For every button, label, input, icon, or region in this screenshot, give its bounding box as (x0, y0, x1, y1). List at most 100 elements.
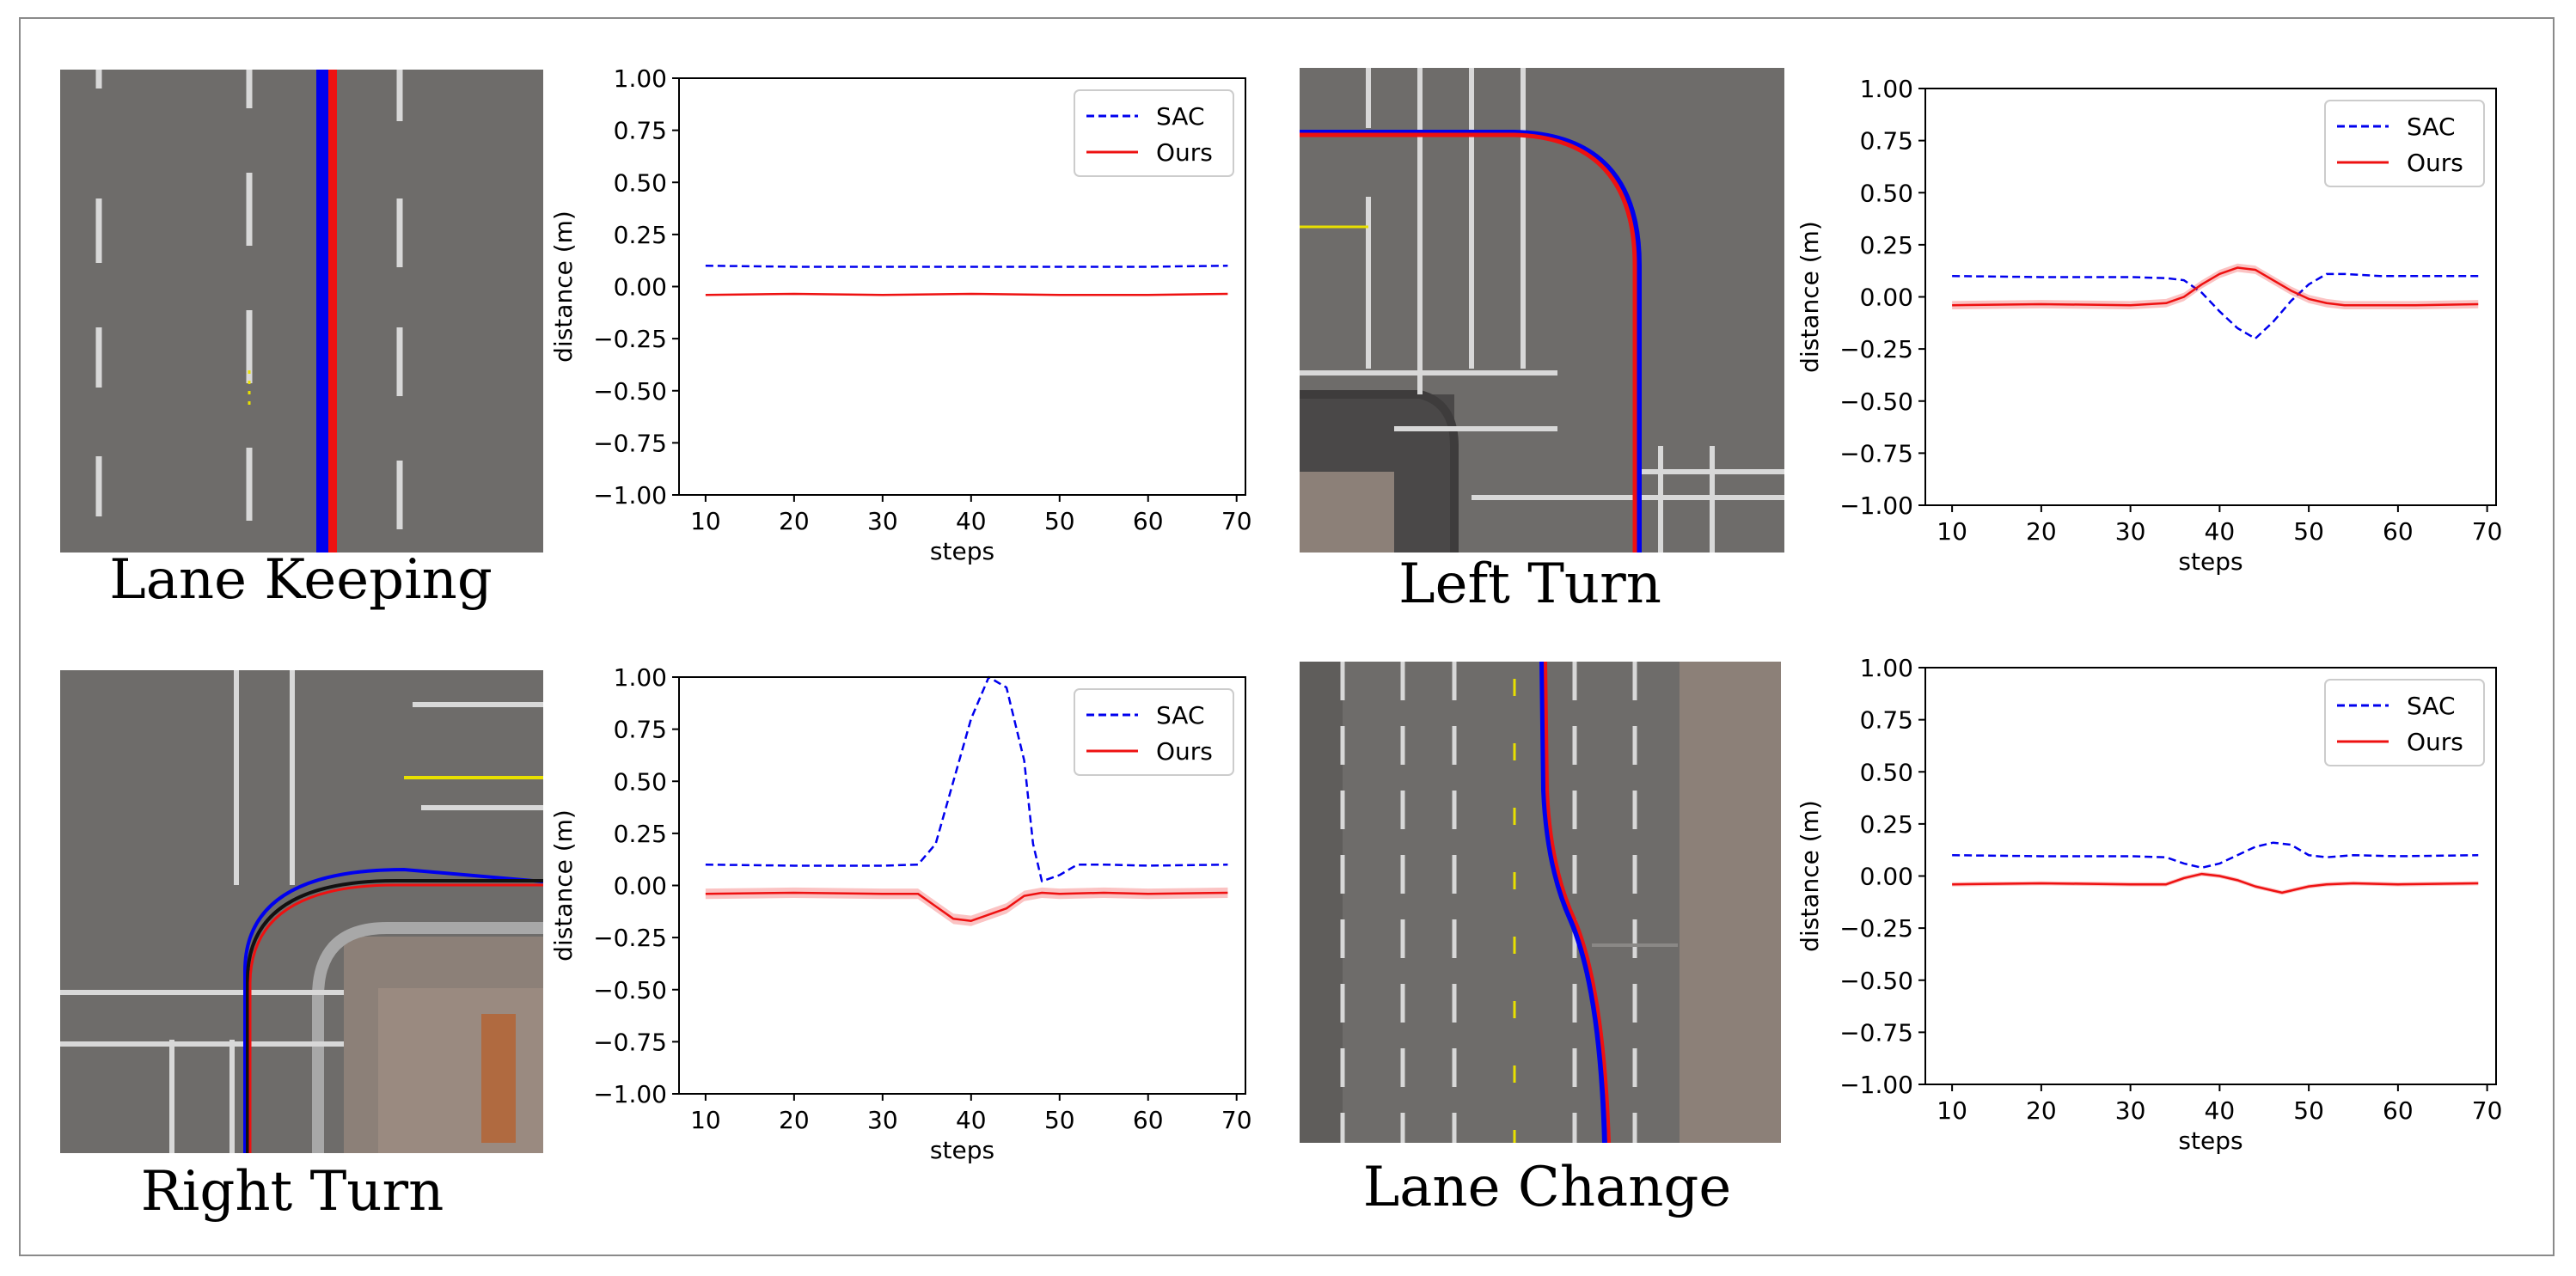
x-tick-label: 50 (2293, 1096, 2324, 1125)
chart-svg: 1.00 0.75 0.50 0.25 0.00 −0.25 −0.50 −0.75 −1.00… (549, 663, 1252, 1164)
x-tick-label: 40 (2205, 1096, 2236, 1125)
x-tick-label: 30 (867, 1106, 898, 1134)
y-axis-label: distance (m) (549, 809, 578, 962)
y-tick-label: 0.25 (1860, 810, 1913, 839)
y-tick-label: 0.75 (614, 117, 667, 145)
right-turn-road-image (60, 670, 543, 1153)
chart-lane-change: 1.00 0.75 0.50 0.25 0.00 −0.25 −0.50 −0.75 −1.00… (1788, 653, 2503, 1177)
y-tick-label: 0.00 (614, 273, 667, 302)
series-band-ours (705, 887, 1228, 926)
chart-right-turn: 1.00 0.75 0.50 0.25 0.00 −0.25 −0.50 −0.75 −1.00… (533, 662, 1252, 1186)
y-tick-label: −0.50 (1839, 388, 1913, 416)
y-tick-label: −0.25 (1839, 914, 1913, 943)
lane-keeping-scene (60, 70, 543, 553)
left-turn-scene (1300, 68, 1784, 553)
y-tick-label: 0.75 (614, 716, 667, 744)
x-tick-label: 60 (2383, 517, 2414, 546)
y-tick-label: 1.00 (1860, 654, 1913, 682)
y-tick-label: 0.50 (1860, 758, 1913, 786)
legend-label-sac: SAC (1156, 102, 1205, 131)
legend-box (1074, 688, 1234, 776)
y-tick-label: −0.25 (593, 924, 667, 952)
x-tick-label: 50 (1044, 1106, 1075, 1134)
y-tick-label: −0.25 (1839, 335, 1913, 363)
series-band-ours (1952, 263, 2479, 310)
y-tick-label: −0.50 (593, 377, 667, 406)
chart-lane-keeping: 1.00 0.75 0.50 0.25 0.00 −0.25 −0.50 −0.75 −1.00… (533, 64, 1252, 589)
series-line-ours (705, 292, 1228, 296)
lane-change-road-image (1300, 662, 1781, 1143)
x-tick-label: 20 (779, 1106, 810, 1134)
figure-frame (19, 17, 2555, 1256)
y-tick-label: 1.00 (614, 663, 667, 692)
y-tick-label: −0.75 (1839, 439, 1913, 467)
y-tick-label: 1.00 (1860, 75, 1913, 103)
right-turn-caption: Right Turn (140, 1160, 444, 1224)
lane-change-caption: Lane Change (1362, 1156, 1732, 1219)
x-tick-label: 30 (2115, 517, 2146, 546)
series-line-ours (1952, 266, 2479, 307)
y-tick-label: −0.75 (593, 1028, 667, 1056)
x-tick-label: 20 (2026, 517, 2057, 546)
y-tick-label: 0.25 (614, 820, 667, 848)
legend-box (2324, 100, 2485, 187)
y-axis-label: distance (m) (1796, 800, 1824, 952)
sac-trajectory (316, 70, 328, 553)
y-tick-label: −0.50 (1839, 967, 1913, 995)
x-tick-label: 70 (1221, 1106, 1252, 1134)
legend-box (2324, 679, 2485, 766)
x-tick-label: 40 (2205, 517, 2236, 546)
right-turn-scene (60, 670, 543, 1153)
y-tick-label: −0.75 (593, 429, 667, 457)
x-tick-label: 20 (779, 507, 810, 535)
y-tick-label: 0.75 (1860, 127, 1913, 156)
x-tick-label: 40 (956, 507, 987, 535)
x-tick-label: 10 (1937, 1096, 1967, 1125)
x-tick-label: 70 (2472, 1096, 2503, 1125)
ours-trajectory (328, 70, 337, 553)
y-axis-label: distance (m) (549, 211, 578, 363)
x-tick-label: 60 (2383, 1096, 2414, 1125)
legend-label-ours: Ours (1156, 737, 1213, 766)
chart-left-turn: 1.00 0.75 0.50 0.25 0.00 −0.25 −0.50 −0.75 −1.00… (1788, 73, 2503, 597)
x-tick-label: 10 (1937, 517, 1967, 546)
sac-trajectory (1539, 662, 1607, 1143)
lane-keeping-road-image (60, 70, 543, 553)
legend-label-ours: Ours (1156, 138, 1213, 167)
series-line-sac (1952, 841, 2479, 870)
y-tick-label: −1.00 (593, 481, 667, 510)
y-tick-label: −1.00 (593, 1080, 667, 1108)
legend-label-ours: Ours (2407, 149, 2463, 177)
x-tick-label: 10 (690, 507, 721, 535)
x-tick-label: 50 (1044, 507, 1075, 535)
reference-path (246, 879, 543, 1153)
y-tick-label: 1.00 (614, 64, 667, 93)
legend: SAC Ours (1074, 688, 1234, 776)
y-tick-label: 0.75 (1860, 706, 1913, 735)
x-tick-label: 60 (1133, 507, 1164, 535)
legend-label-sac: SAC (2407, 113, 2456, 141)
chart-svg: 1.00 0.75 0.50 0.25 0.00 −0.25 −0.50 −0.75 −1.00… (1796, 654, 2503, 1155)
x-tick-label: 30 (2115, 1096, 2146, 1125)
ours-trajectory (248, 883, 543, 1153)
y-tick-label: 0.00 (614, 872, 667, 901)
y-axis-label: distance (m) (1796, 221, 1824, 373)
y-tick-label: −1.00 (1839, 1071, 1913, 1099)
lane-change-scene (1300, 662, 1781, 1143)
left-turn-road-image (1300, 68, 1784, 553)
legend-label-ours: Ours (2407, 728, 2463, 756)
y-tick-label: 0.25 (614, 221, 667, 249)
x-tick-label: 70 (2472, 517, 2503, 546)
legend-label-sac: SAC (2407, 692, 2456, 720)
x-axis-label: steps (930, 1136, 994, 1164)
left-turn-caption: Left Turn (1398, 553, 1661, 616)
ours-trajectory (1300, 132, 1637, 553)
chart-svg: 1.00 0.75 0.50 0.25 0.00 −0.25 −0.50 −0.75 −1.00… (1796, 75, 2503, 576)
y-tick-label: 0.50 (614, 767, 667, 796)
lane-keeping-caption: Lane Keeping (109, 548, 493, 612)
y-tick-label: 0.50 (1860, 179, 1913, 207)
x-tick-label: 40 (956, 1106, 987, 1134)
y-tick-label: −1.00 (1839, 491, 1913, 520)
legend: SAC Ours (1074, 89, 1234, 177)
y-tick-label: 0.00 (1860, 284, 1913, 312)
